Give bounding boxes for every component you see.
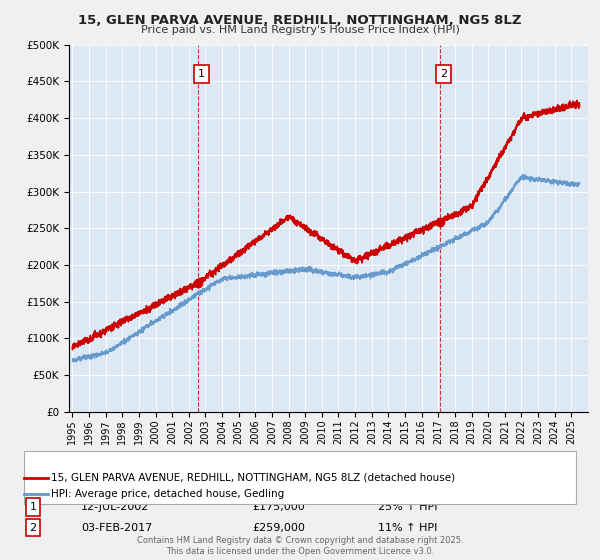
Text: 12-JUL-2002: 12-JUL-2002 [81, 502, 149, 512]
Text: 2: 2 [29, 522, 37, 533]
Text: 2: 2 [440, 69, 448, 79]
Text: 15, GLEN PARVA AVENUE, REDHILL, NOTTINGHAM, NG5 8LZ: 15, GLEN PARVA AVENUE, REDHILL, NOTTINGH… [78, 14, 522, 27]
Text: £175,000: £175,000 [252, 502, 305, 512]
Text: Contains HM Land Registry data © Crown copyright and database right 2025.
This d: Contains HM Land Registry data © Crown c… [137, 536, 463, 556]
Text: 1: 1 [198, 69, 205, 79]
Text: 03-FEB-2017: 03-FEB-2017 [81, 522, 152, 533]
Text: 15, GLEN PARVA AVENUE, REDHILL, NOTTINGHAM, NG5 8LZ (detached house): 15, GLEN PARVA AVENUE, REDHILL, NOTTINGH… [51, 473, 455, 483]
Text: 25% ↑ HPI: 25% ↑ HPI [378, 502, 437, 512]
Text: £259,000: £259,000 [252, 522, 305, 533]
Text: 1: 1 [29, 502, 37, 512]
Text: HPI: Average price, detached house, Gedling: HPI: Average price, detached house, Gedl… [51, 489, 284, 500]
Text: 11% ↑ HPI: 11% ↑ HPI [378, 522, 437, 533]
Text: Price paid vs. HM Land Registry's House Price Index (HPI): Price paid vs. HM Land Registry's House … [140, 25, 460, 35]
